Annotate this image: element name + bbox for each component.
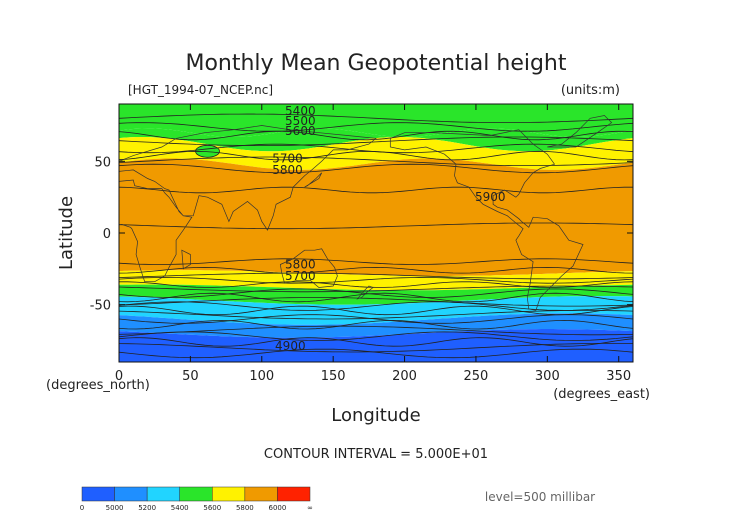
x-tick-label: 50 — [182, 369, 199, 384]
contour-line — [119, 301, 633, 311]
contour-line — [119, 292, 633, 303]
colorbar-swatch — [114, 486, 148, 502]
contour-line — [119, 163, 633, 174]
colorbar-label: 5400 — [171, 504, 189, 512]
contour-line — [119, 288, 633, 298]
contour-line — [119, 310, 633, 320]
contour-line — [119, 136, 633, 146]
colorbar-label: 5200 — [138, 504, 156, 512]
contour-label: 5800 — [272, 163, 303, 177]
file-label: [HGT_1994-07_NCEP.nc] — [128, 83, 273, 97]
contour-line — [119, 150, 633, 161]
y-tick-label: -50 — [90, 299, 111, 314]
band-5600-5800-north — [119, 137, 633, 170]
coastline — [279, 248, 338, 288]
colorbar-swatch — [244, 486, 278, 502]
contour-line — [119, 272, 633, 280]
y-tick-label: 50 — [94, 155, 111, 170]
colorbar-label: 6000 — [269, 504, 287, 512]
x-tick-label: 350 — [606, 369, 631, 384]
x-axis-label: Longitude — [331, 405, 421, 426]
contour-line — [119, 314, 633, 324]
contour-line — [119, 156, 633, 166]
contour-label: 5700 — [272, 151, 303, 165]
contour-line — [119, 305, 633, 316]
colorbar-swatch — [212, 486, 246, 502]
colorbar-label: 5600 — [203, 504, 221, 512]
contour-line — [119, 331, 633, 341]
coastline — [547, 115, 613, 148]
contour-line — [119, 258, 633, 265]
contour-label: 5700 — [285, 269, 316, 283]
coastline — [304, 172, 323, 188]
contour-line — [119, 122, 633, 132]
contour-label: 5800 — [285, 258, 316, 272]
band-5200-5400-south — [119, 296, 633, 325]
x-tick-label: 200 — [392, 369, 417, 384]
colorbar-swatch — [179, 486, 213, 502]
coastline — [119, 125, 377, 283]
contour-line — [119, 348, 633, 359]
x-unit-label: (degrees_east) — [553, 387, 650, 402]
colorbar-label: ∞ — [307, 504, 313, 512]
contour-line — [119, 186, 633, 194]
contour-line — [119, 130, 633, 141]
contour-label: 5600 — [285, 124, 316, 138]
contour-line — [119, 113, 633, 123]
contour-line — [119, 319, 633, 330]
y-unit-label: (degrees_north) — [46, 378, 150, 393]
units-label: (units:m) — [561, 83, 620, 98]
contour-label: 4900 — [275, 339, 306, 353]
x-tick-label: 250 — [464, 369, 489, 384]
x-tick-label: 300 — [535, 369, 560, 384]
coastline — [389, 129, 584, 311]
colorbar-swatch — [81, 486, 115, 502]
colorbar-label: 5800 — [236, 504, 254, 512]
chart-title: Monthly Mean Geopotential height — [185, 51, 566, 76]
colorbar-swatch — [146, 486, 180, 502]
coastline — [356, 285, 374, 300]
contour-label: 5500 — [285, 114, 316, 128]
band-5800-6000 — [119, 158, 633, 276]
contour-line — [119, 325, 633, 336]
contour-line — [119, 281, 633, 288]
coastline — [181, 249, 191, 270]
colorbar-label: 5000 — [106, 504, 124, 512]
contour-line — [119, 276, 633, 284]
contour-interval-text: CONTOUR INTERVAL = 5.000E+01 — [264, 447, 488, 462]
y-tick-label: 0 — [103, 227, 111, 242]
contour-line — [119, 266, 633, 274]
level-text: level=500 millibar — [485, 490, 595, 504]
contour-line — [119, 222, 633, 230]
y-axis-label: Latitude — [56, 196, 77, 270]
contour-line — [119, 337, 633, 347]
colorbar-swatch — [277, 486, 311, 502]
colorbar: 0 5000 5200 5400 5600 5800 6000 ∞ — [80, 486, 313, 512]
contour-label: 5900 — [475, 190, 506, 204]
x-tick-label: 150 — [321, 369, 346, 384]
contour-line — [119, 285, 633, 293]
colorbar-label: 0 — [80, 504, 84, 512]
x-tick-label: 100 — [249, 369, 274, 384]
contour-line — [119, 297, 633, 307]
x-tick-label: 0 — [115, 369, 123, 384]
contour-label: 5400 — [285, 104, 316, 118]
band-north-pole — [119, 104, 633, 137]
